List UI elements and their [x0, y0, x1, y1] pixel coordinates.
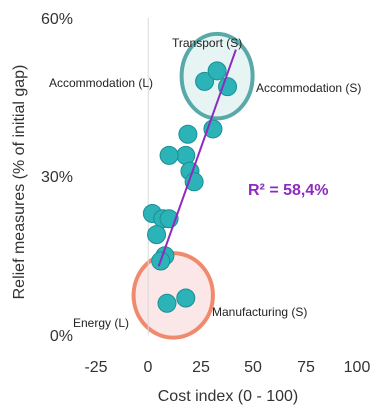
highlight-ellipse-1 [131, 251, 215, 340]
data-point-15 [157, 293, 177, 313]
data-point-16 [176, 288, 196, 308]
data-point-12 [147, 225, 167, 245]
x-tick-25: 25 [192, 359, 210, 376]
data-point-0 [195, 71, 215, 91]
y-tick-0: 0% [50, 328, 73, 345]
data-point-1 [207, 61, 227, 81]
x-axis-title: Cost index (0 - 100) [158, 388, 299, 405]
data-point-6 [159, 145, 179, 165]
label-manufacturing-s: Manufacturing (S) [212, 305, 307, 319]
label-energy-l: Energy (L) [73, 316, 129, 330]
y-tick-60: 60% [41, 11, 73, 28]
data-point-4 [178, 124, 198, 144]
x-tick-100: 100 [344, 359, 371, 376]
x-tick-75: 75 [297, 359, 315, 376]
data-point-2 [218, 77, 238, 97]
r-squared-label: R² = 58,4% [248, 182, 328, 199]
x-tick-50: 50 [244, 359, 262, 376]
y-axis-title: Relief measures (% of initial gap) [11, 65, 28, 300]
points-group [142, 61, 238, 313]
data-point-5 [176, 145, 196, 165]
x-tick-neg25: -25 [84, 359, 107, 376]
label-transport-s: Transport (S) [172, 36, 242, 50]
trend-line [157, 49, 237, 267]
y-tick-30: 30% [41, 169, 73, 186]
label-accommodation-l: Accommodation (L) [49, 76, 153, 90]
x-tick-0: 0 [144, 359, 153, 376]
label-accommodation-s: Accommodation (S) [256, 81, 361, 95]
